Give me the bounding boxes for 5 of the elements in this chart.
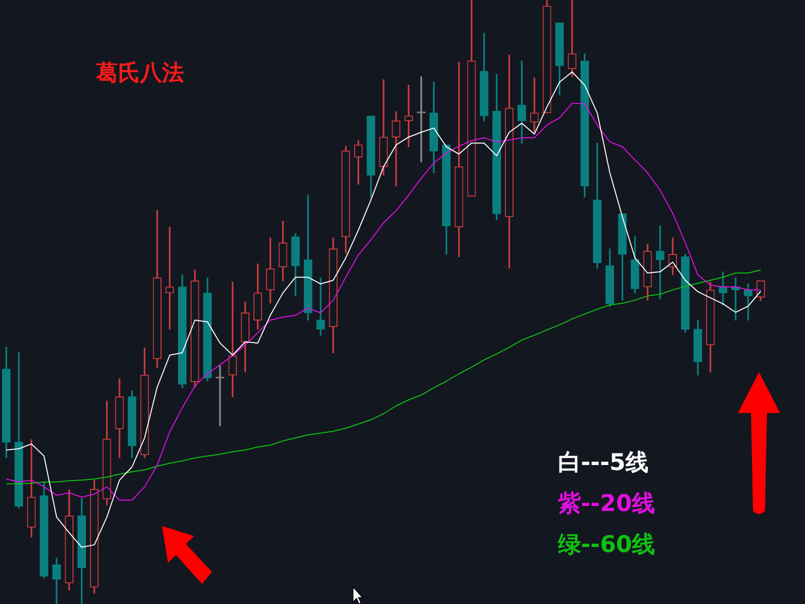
text: 绿--60线 bbox=[558, 531, 655, 560]
text: 葛氏八法 bbox=[96, 60, 184, 88]
candlestick bbox=[392, 111, 400, 186]
text: 紫--20线 bbox=[558, 490, 655, 519]
text: 白---5线 bbox=[558, 449, 650, 478]
